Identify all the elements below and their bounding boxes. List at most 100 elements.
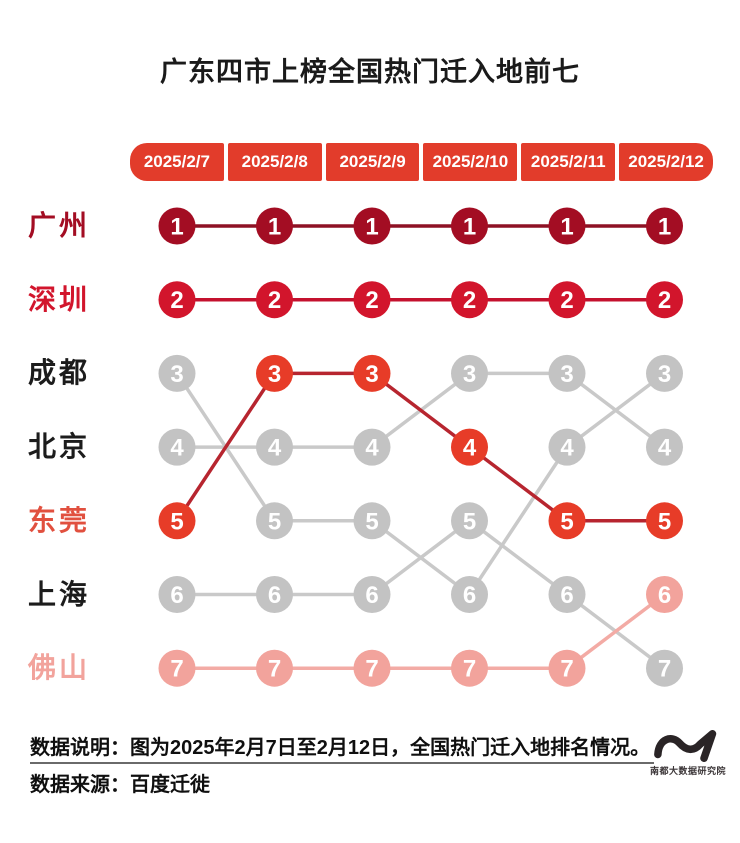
rank-node-foshan-4: 7: [548, 649, 586, 687]
rank-node-shenzhen-5: 2: [646, 281, 683, 319]
nandu-logo-text: 南都大数据研究院: [649, 766, 726, 776]
rank-node-chengdu-0: 3: [158, 354, 196, 392]
rank-node-number: 2: [170, 287, 183, 314]
rank-node-number: 5: [463, 508, 476, 535]
rank-node-circle: [353, 649, 391, 687]
row-label-shanghai: 上海: [28, 578, 91, 610]
rank-node-number: 4: [170, 435, 184, 462]
rank-node-guangzhou-1: 1: [256, 207, 293, 245]
rank-node-number: 4: [463, 435, 477, 462]
rank-node-number: 5: [170, 508, 183, 535]
rank-node-number: 7: [365, 656, 378, 683]
rank-node-shenzhen-1: 2: [256, 281, 293, 319]
rank-node-number: 1: [560, 214, 573, 241]
bump-chart: 3 5 5 6 4 3 4 4 4 3 3 4 6 6 6 5 6 7 7 7 7 7 7 6 2 2 2 2 2 2 1 1 1 1 1 1 5 3 3 4…: [158, 207, 683, 687]
rank-node-guangzhou-0: 1: [158, 207, 196, 245]
rank-node-dongguan-4: 5: [548, 502, 586, 540]
rank-node-guangzhou-3: 1: [451, 207, 488, 245]
rank-node-circle: [256, 354, 293, 392]
rank-node-guangzhou-2: 1: [353, 207, 391, 245]
rank-node-circle: [646, 428, 683, 466]
rank-node-number: 6: [463, 582, 476, 609]
rank-node-number: 2: [560, 287, 573, 314]
rank-node-number: 5: [560, 508, 573, 535]
rank-node-circle: [256, 207, 293, 245]
rank-node-number: 6: [658, 582, 671, 609]
rank-node-circle: [646, 649, 683, 687]
rank-node-beijing-3: 3: [451, 354, 488, 392]
rank-node-number: 7: [658, 656, 671, 683]
rank-node-circle: [353, 281, 391, 319]
rank-node-circle: [646, 207, 683, 245]
rank-node-number: 4: [365, 435, 379, 462]
rank-node-foshan-1: 7: [256, 649, 293, 687]
rank-node-circle: [451, 649, 488, 687]
row-label-beijing: 北京: [28, 431, 91, 463]
rank-node-circle: [646, 502, 683, 540]
rank-node-number: 1: [463, 214, 476, 241]
rank-node-circle: [451, 576, 488, 613]
rank-node-circle: [158, 576, 196, 613]
rank-node-dongguan-3: 4: [451, 428, 488, 466]
rank-node-shanghai-0: 6: [158, 576, 196, 613]
rank-node-guangzhou-5: 1: [646, 207, 683, 245]
rank-node-number: 3: [170, 361, 183, 388]
rank-node-circle: [646, 576, 683, 613]
rank-node-circle: [353, 354, 391, 392]
rank-node-beijing-2: 4: [353, 428, 391, 466]
rank-node-dongguan-0: 5: [158, 502, 196, 540]
rank-node-circle: [256, 502, 293, 540]
rank-node-number: 2: [463, 287, 476, 314]
rank-node-shenzhen-0: 2: [158, 281, 196, 319]
rank-node-circle: [451, 428, 488, 466]
rank-node-number: 3: [560, 361, 573, 388]
footer-divider: [30, 762, 654, 764]
rank-node-circle: [158, 281, 196, 319]
rank-node-foshan-5: 6: [646, 576, 683, 613]
rank-node-foshan-3: 7: [451, 649, 488, 687]
date-header-cell-3: 2025/2/10: [423, 143, 518, 181]
rank-node-number: 2: [268, 287, 281, 314]
rank-node-number: 1: [170, 214, 183, 241]
rank-node-circle: [548, 649, 586, 687]
rank-node-guangzhou-4: 1: [548, 207, 586, 245]
rank-node-number: 3: [365, 361, 378, 388]
rank-node-foshan-2: 7: [353, 649, 391, 687]
rank-node-number: 7: [268, 656, 281, 683]
trend-line-shanghai: [177, 518, 666, 670]
rank-node-shenzhen-3: 2: [451, 281, 488, 319]
rank-node-circle: [548, 428, 586, 466]
rank-node-number: 3: [463, 361, 476, 388]
rank-node-circle: [548, 207, 586, 245]
date-header-cell-2: 2025/2/9: [325, 143, 420, 181]
rank-node-circle: [158, 428, 196, 466]
rank-node-number: 1: [658, 214, 671, 241]
rank-node-number: 3: [268, 361, 281, 388]
rank-node-shenzhen-2: 2: [353, 281, 391, 319]
date-header-cell-1: 2025/2/8: [227, 143, 322, 181]
footer-note: 数据说明：图为2025年2月7日至2月12日，全国热门迁入地排名情况。: [30, 737, 651, 759]
date-header-row: 2025/2/7 2025/2/8 2025/2/9 2025/2/10 2025/2/…: [130, 143, 713, 181]
rank-node-beijing-1: 4: [256, 428, 293, 466]
rank-node-shanghai-1: 6: [256, 576, 293, 613]
rank-node-number: 5: [268, 508, 281, 535]
rank-node-circle: [256, 281, 293, 319]
rank-node-circle: [256, 649, 293, 687]
rank-node-circle: [451, 354, 488, 392]
rank-node-foshan-0: 7: [158, 649, 196, 687]
rank-node-circle: [548, 281, 586, 319]
trend-line-chengdu: [175, 372, 666, 598]
row-label-chengdu: 成都: [28, 357, 91, 389]
rank-node-chengdu-2: 5: [353, 502, 391, 540]
rank-node-circle: [451, 281, 488, 319]
rank-node-circle: [451, 502, 488, 540]
rank-node-number: 5: [365, 508, 378, 535]
rank-node-circle: [548, 354, 586, 392]
rank-node-number: 6: [365, 582, 378, 609]
rank-node-circle: [353, 502, 391, 540]
rank-node-circle: [451, 207, 488, 245]
rank-node-circle: [353, 207, 391, 245]
row-label-guangzhou: 广州: [28, 210, 91, 241]
nandu-logo-icon: [654, 730, 717, 762]
row-label-shenzhen: 深圳: [28, 283, 91, 315]
